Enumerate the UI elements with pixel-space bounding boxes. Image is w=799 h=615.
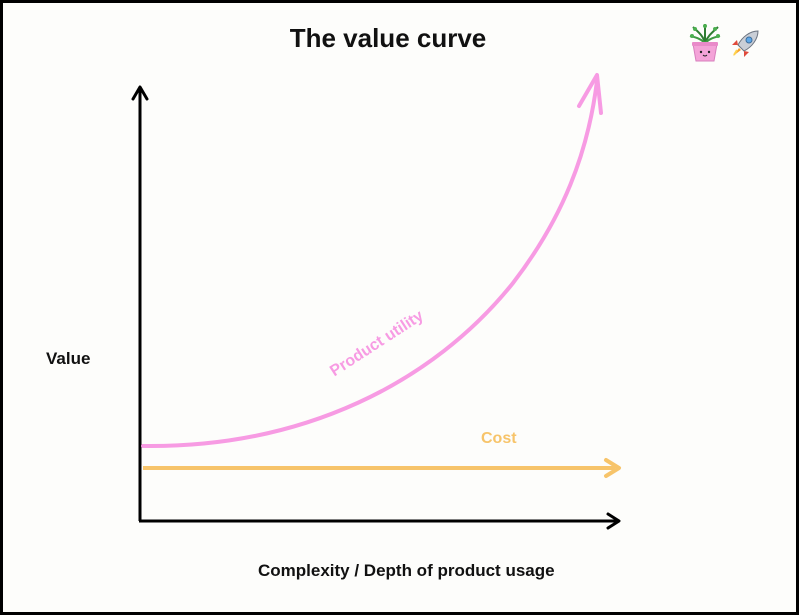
diagram-title: The value curve (289, 23, 487, 53)
cost-label: Cost (481, 430, 517, 447)
cost-arrowhead (604, 458, 621, 478)
x-axis-arrowhead (606, 512, 621, 530)
potted-plant-icon (689, 24, 721, 62)
product-utility-arrowhead (577, 73, 603, 115)
y-axis-label: Value (46, 349, 91, 368)
value-curve-plot (131, 73, 621, 530)
x-axis-label: Complexity / Depth of product usage (258, 561, 555, 580)
product-utility-curve (141, 79, 599, 449)
rocket-icon (732, 30, 759, 57)
y-axis-arrowhead (131, 85, 149, 101)
